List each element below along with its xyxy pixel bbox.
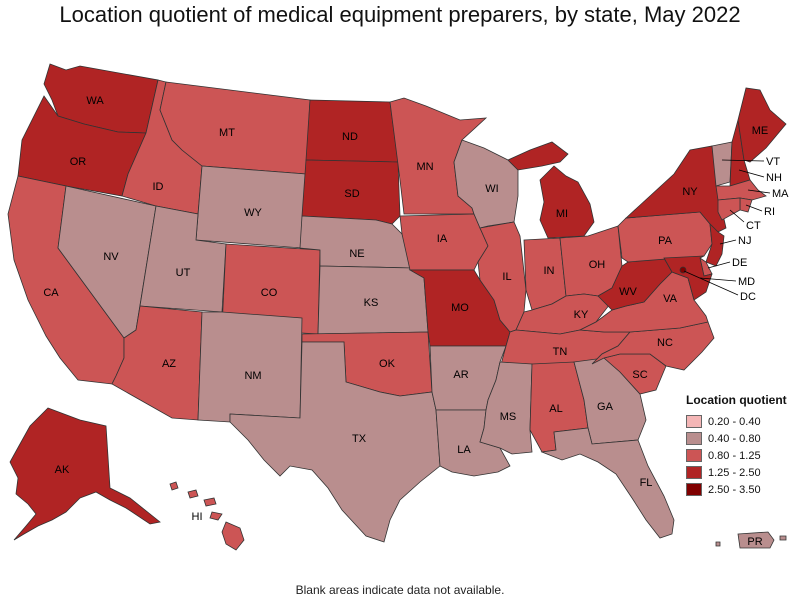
label-AL: AL (549, 403, 562, 415)
label-WI: WI (485, 183, 498, 195)
label-NH: NH (766, 172, 782, 184)
label-UT: UT (176, 267, 191, 279)
label-MT: MT (219, 127, 235, 139)
label-AK: AK (55, 464, 70, 476)
label-DE: DE (732, 257, 747, 269)
legend-item: 0.20 - 0.40 (686, 413, 798, 430)
label-SD: SD (344, 188, 359, 200)
label-WV: WV (619, 286, 637, 298)
legend-label: 0.40 - 0.80 (708, 432, 761, 445)
legend-item: 0.80 - 1.25 (686, 447, 798, 464)
label-IN: IN (544, 265, 555, 277)
label-MA: MA (772, 188, 789, 200)
label-ID: ID (153, 181, 164, 193)
label-NJ: NJ (738, 235, 751, 247)
label-MI: MI (556, 208, 568, 220)
label-NY: NY (682, 186, 698, 198)
state-HI[interactable] (169, 481, 245, 551)
legend-swatch (686, 432, 702, 445)
label-CT: CT (746, 220, 761, 232)
label-CO: CO (261, 287, 278, 299)
state-NC[interactable] (591, 321, 715, 371)
label-MO: MO (451, 302, 469, 314)
state-NH[interactable] (729, 119, 751, 187)
label-MN: MN (416, 161, 433, 173)
label-NC: NC (657, 337, 673, 349)
label-PA: PA (658, 235, 673, 247)
state-TX[interactable] (229, 341, 441, 543)
leader-lines (683, 159, 771, 296)
label-OH: OH (589, 259, 606, 271)
state-AK[interactable] (9, 407, 161, 541)
state-NM[interactable] (197, 311, 303, 423)
label-AZ: AZ (162, 358, 176, 370)
legend-swatch (686, 415, 702, 428)
label-VA: VA (663, 293, 678, 305)
label-OR: OR (70, 156, 87, 168)
label-WY: WY (244, 207, 262, 219)
label-IL: IL (502, 271, 511, 283)
label-VT: VT (766, 156, 780, 168)
legend-label: 2.50 - 3.50 (708, 483, 761, 496)
label-MD: MD (738, 276, 755, 288)
legend-swatch (686, 466, 702, 479)
state-CT[interactable] (717, 197, 741, 221)
label-HI: HI (192, 511, 203, 523)
legend-item: 2.50 - 3.50 (686, 481, 798, 498)
legend-label: 1.25 - 2.50 (708, 466, 761, 479)
legend-label: 0.80 - 1.25 (708, 449, 761, 462)
label-NM: NM (244, 370, 261, 382)
state-DC[interactable] (679, 266, 687, 274)
label-NV: NV (103, 251, 119, 263)
label-AR: AR (453, 369, 468, 381)
state-NJ[interactable] (705, 222, 725, 267)
legend-swatch (686, 483, 702, 496)
label-TX: TX (352, 433, 367, 445)
label-ND: ND (342, 131, 358, 143)
label-ME: ME (752, 125, 769, 137)
label-LA: LA (457, 444, 471, 456)
legend-label: 0.20 - 0.40 (708, 415, 761, 428)
legend-swatch (686, 449, 702, 462)
legend-item: 1.25 - 2.50 (686, 464, 798, 481)
label-FL: FL (640, 477, 653, 489)
label-PR: PR (747, 536, 762, 548)
label-KS: KS (364, 297, 379, 309)
label-OK: OK (379, 358, 396, 370)
state-FL[interactable] (540, 427, 675, 539)
legend: Location quotient 0.20 - 0.40 0.40 - 0.8… (686, 393, 798, 498)
state-MD[interactable] (663, 255, 713, 301)
label-DC: DC (740, 291, 756, 303)
label-TN: TN (553, 346, 568, 358)
label-NE: NE (349, 248, 364, 260)
label-WA: WA (86, 95, 104, 107)
legend-item: 0.40 - 0.80 (686, 430, 798, 447)
state-PR[interactable] (715, 531, 787, 549)
state-VT[interactable] (711, 141, 733, 187)
label-RI: RI (764, 206, 775, 218)
map-title: Location quotient of medical equipment p… (59, 2, 741, 27)
label-GA: GA (597, 401, 614, 413)
label-KY: KY (574, 309, 589, 321)
state-MI[interactable] (507, 141, 595, 239)
label-SC: SC (632, 369, 647, 381)
footer-note: Blank areas indicate data not available. (295, 583, 505, 597)
label-CA: CA (43, 287, 59, 299)
label-IA: IA (437, 233, 448, 245)
legend-title: Location quotient (686, 393, 787, 407)
label-MS: MS (500, 411, 517, 423)
